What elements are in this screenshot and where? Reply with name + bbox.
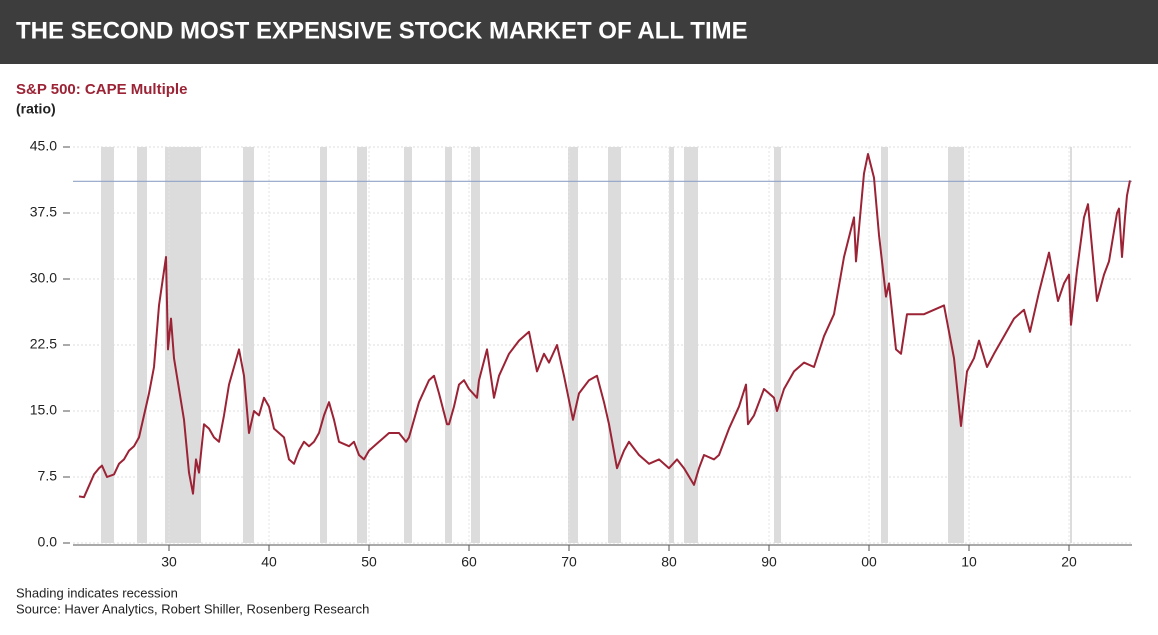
x-tick-label: 20 <box>1061 554 1077 570</box>
recession-band <box>669 147 674 543</box>
y-tick-label: 22.5 <box>30 336 57 352</box>
data-line <box>78 153 1131 499</box>
y-tick-label: 15.0 <box>30 402 57 418</box>
y-tick-label: 7.5 <box>38 468 58 484</box>
x-tick-label: 00 <box>861 554 877 570</box>
header-bar <box>0 0 1158 64</box>
x-tick-label: 10 <box>961 554 977 570</box>
note: Shading indicates recession <box>16 585 178 600</box>
x-tick-label: 70 <box>561 554 577 570</box>
recession-band <box>445 147 452 543</box>
recession-band <box>101 147 114 543</box>
x-tick-label: 50 <box>361 554 377 570</box>
x-tick-label: 90 <box>761 554 777 570</box>
y-tick-label: 37.5 <box>30 204 57 220</box>
recession-band <box>471 147 480 543</box>
source: Source: Haver Analytics, Robert Shiller,… <box>16 601 369 616</box>
chart-subtitle: S&P 500: CAPE Multiple <box>16 81 187 98</box>
recession-band <box>404 147 412 543</box>
x-tick-label: 80 <box>661 554 677 570</box>
recession-band <box>948 147 964 543</box>
recession-band <box>243 147 254 543</box>
y-tick-label: 45.0 <box>30 138 57 154</box>
y-tick-label: 30.0 <box>30 270 57 286</box>
recession-band <box>320 147 327 543</box>
recession-band <box>881 147 888 543</box>
x-tick-label: 40 <box>261 554 277 570</box>
chart-title: THE SECOND MOST EXPENSIVE STOCK MARKET O… <box>16 17 748 44</box>
x-tick-label: 60 <box>461 554 477 570</box>
x-tick-label: 30 <box>161 554 177 570</box>
y-axis-label: (ratio) <box>16 101 56 117</box>
y-tick-label: 0.0 <box>38 534 58 550</box>
